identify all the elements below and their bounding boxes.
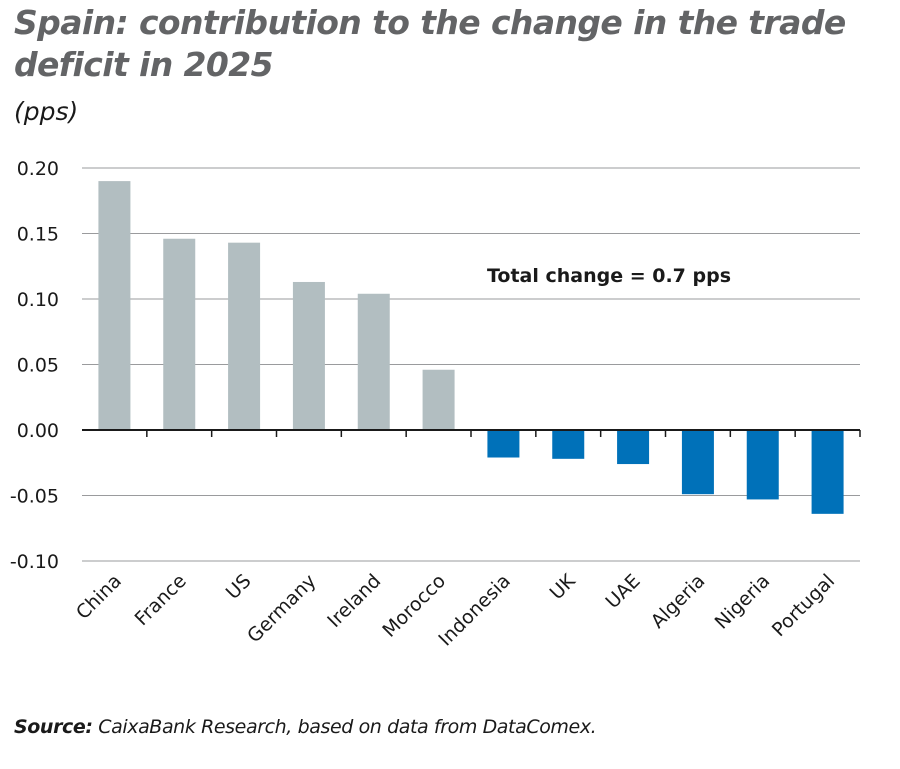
total-change-annotation: Total change = 0.7 pps <box>487 265 731 287</box>
x-tick-label: France <box>131 570 191 630</box>
x-tick-label: Portugal <box>768 570 839 641</box>
bar-france <box>163 238 196 430</box>
chart-title: Spain: contribution to the change in the… <box>14 3 846 84</box>
source-text: CaixaBank Research, based on data from D… <box>92 716 597 738</box>
x-tick-label: UAE <box>602 570 645 613</box>
x-tick-label: Ireland <box>323 570 385 632</box>
bar-germany <box>292 281 325 430</box>
x-tick-label: UK <box>546 570 581 605</box>
x-axis <box>82 429 861 437</box>
chart-unit-label: (pps) <box>14 97 79 126</box>
bar-uk <box>552 430 585 459</box>
y-tick-label: -0.05 <box>10 486 59 508</box>
source-label: Source: <box>14 716 93 738</box>
bar-morocco <box>422 369 455 430</box>
bar-uae <box>617 430 650 465</box>
gridlines <box>82 167 860 562</box>
x-tick-label: Nigeria <box>711 570 775 634</box>
y-tick-label: 0.10 <box>17 289 59 311</box>
bar-us <box>228 242 261 430</box>
bar-china <box>98 181 131 430</box>
y-tick-label: 0.05 <box>17 355 59 377</box>
x-tick-label: Germany <box>243 570 320 647</box>
y-tick-label: 0.20 <box>17 158 59 180</box>
x-tick-label: China <box>72 570 126 624</box>
x-tick-label: Algeria <box>647 570 710 633</box>
y-tick-label: 0.00 <box>17 420 59 442</box>
bars <box>98 181 844 514</box>
x-tick-label: US <box>222 570 256 604</box>
bar-algeria <box>681 430 714 495</box>
source-note: Source: CaixaBank Research, based on dat… <box>14 713 597 741</box>
y-axis-ticks: 0.20 0.15 0.10 0.05 0.00 -0.05 -0.10 <box>10 158 59 573</box>
bar-ireland <box>357 293 390 430</box>
bar-nigeria <box>746 430 779 500</box>
y-tick-label: 0.15 <box>17 224 59 246</box>
bar-portugal <box>811 430 844 514</box>
bar-indonesia <box>487 430 520 458</box>
bar-chart: 0.20 0.15 0.10 0.05 0.00 -0.05 -0.10 China Fran… <box>10 158 861 651</box>
y-tick-label: -0.10 <box>10 551 59 573</box>
